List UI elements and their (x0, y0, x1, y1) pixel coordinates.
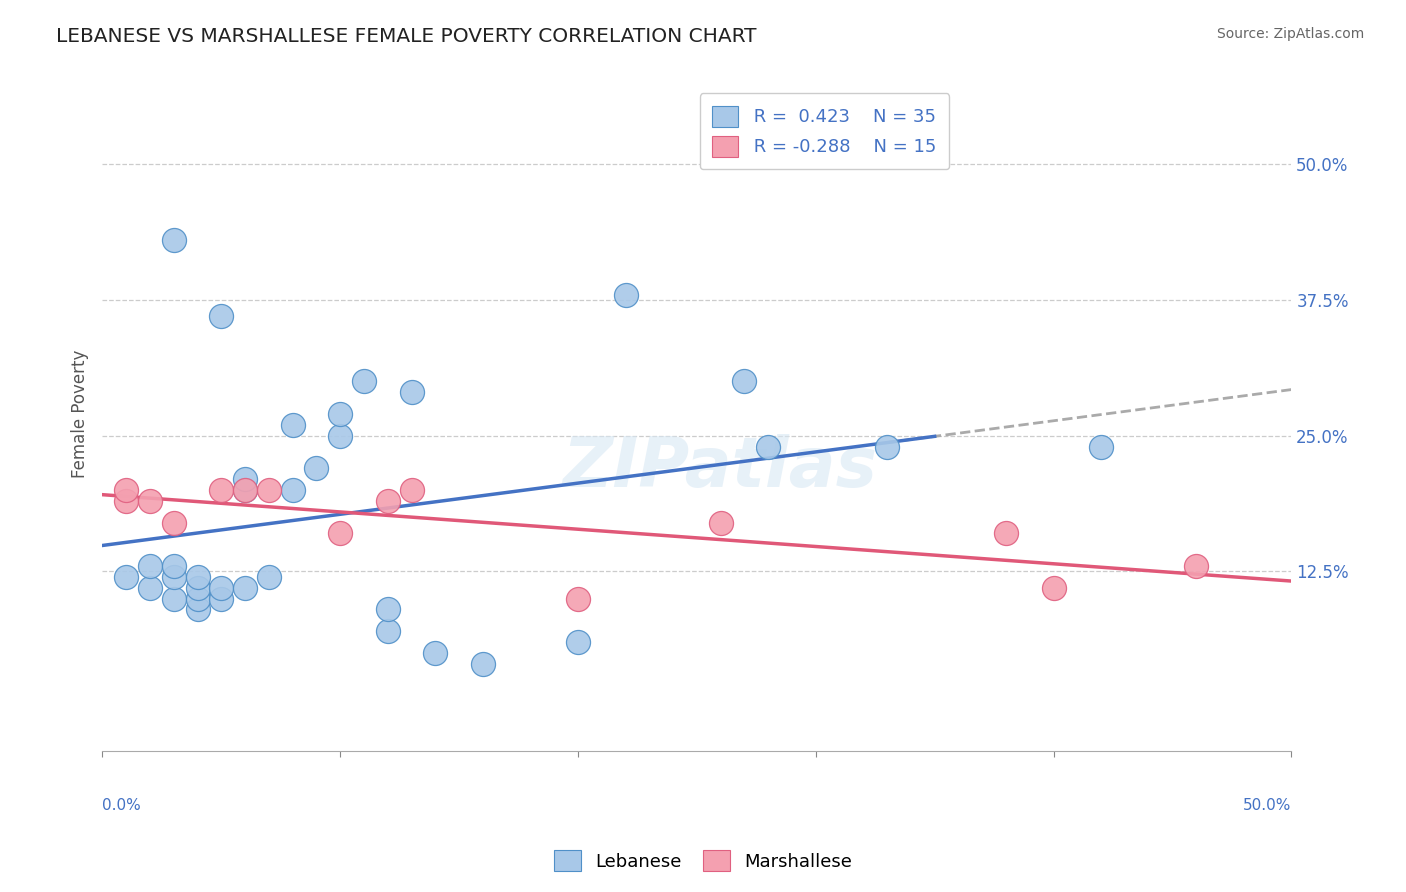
Text: ZIPatlas: ZIPatlas (564, 434, 879, 501)
Point (876, 440, 898, 454)
Point (401, 385, 423, 400)
Text: LEBANESE VS MARSHALLESE FEMALE POVERTY CORRELATION CHART: LEBANESE VS MARSHALLESE FEMALE POVERTY C… (56, 27, 756, 45)
Point (115, 483, 138, 497)
Point (115, 494, 138, 508)
Text: Source: ZipAtlas.com: Source: ZipAtlas.com (1216, 27, 1364, 41)
Point (209, 591, 232, 606)
Point (257, 483, 280, 497)
Point (233, 581, 256, 595)
Point (187, 581, 209, 595)
Point (163, 559, 186, 574)
Point (567, 635, 589, 649)
Point (139, 559, 162, 574)
Point (163, 591, 186, 606)
Point (187, 602, 209, 616)
Point (115, 570, 138, 584)
Point (281, 483, 304, 497)
Point (163, 570, 186, 584)
Point (567, 591, 589, 606)
Point (257, 570, 280, 584)
Point (995, 526, 1018, 541)
Point (377, 624, 399, 639)
Point (233, 472, 256, 486)
Legend: Lebanese, Marshallese: Lebanese, Marshallese (547, 843, 859, 879)
Point (187, 591, 209, 606)
Point (209, 310, 232, 324)
Point (710, 516, 733, 530)
Point (1090, 440, 1112, 454)
Point (377, 602, 399, 616)
Point (756, 440, 779, 454)
Point (1042, 581, 1064, 595)
Point (139, 581, 162, 595)
Point (139, 494, 162, 508)
Text: 50.0%: 50.0% (1243, 798, 1291, 814)
Point (329, 526, 352, 541)
Point (209, 483, 232, 497)
Point (733, 375, 755, 389)
Point (209, 581, 232, 595)
Point (163, 233, 186, 247)
Point (233, 483, 256, 497)
Point (614, 287, 637, 301)
Point (401, 483, 423, 497)
Legend:  R =  0.423    N = 35,  R = -0.288    N = 15: R = 0.423 N = 35, R = -0.288 N = 15 (700, 93, 949, 169)
Point (329, 407, 352, 421)
Point (377, 494, 399, 508)
Point (281, 417, 304, 432)
Point (305, 461, 328, 475)
Text: 0.0%: 0.0% (103, 798, 141, 814)
Point (1185, 559, 1208, 574)
Point (329, 429, 352, 443)
Y-axis label: Female Poverty: Female Poverty (72, 350, 89, 478)
Point (187, 570, 209, 584)
Point (471, 657, 494, 671)
Point (163, 516, 186, 530)
Point (425, 646, 447, 660)
Point (353, 375, 375, 389)
Point (233, 483, 256, 497)
